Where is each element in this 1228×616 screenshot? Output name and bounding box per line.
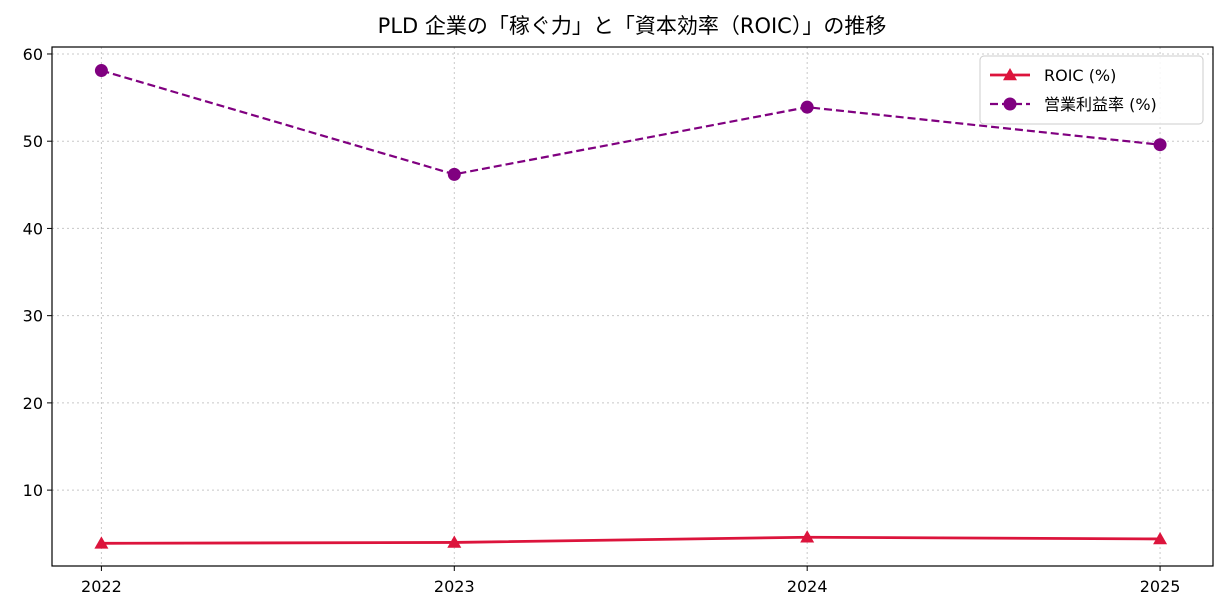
x-tick-label: 2024 bbox=[787, 577, 828, 596]
data-point bbox=[94, 536, 109, 549]
data-point bbox=[800, 530, 815, 543]
data-point bbox=[1153, 138, 1167, 152]
chart-title: PLD 企業の「稼ぐ力」と「資本効率（ROIC）」の推移 bbox=[378, 14, 887, 38]
series-line bbox=[101, 69, 1161, 176]
y-tick-label: 60 bbox=[23, 45, 43, 64]
legend-label: 営業利益率 (%) bbox=[1044, 95, 1157, 114]
data-point bbox=[800, 100, 814, 114]
x-tick-label: 2025 bbox=[1140, 577, 1181, 596]
y-tick-label: 20 bbox=[23, 394, 43, 413]
series-1 bbox=[94, 64, 1167, 181]
x-tick-label: 2022 bbox=[81, 577, 122, 596]
y-tick-label: 40 bbox=[23, 219, 43, 238]
y-tick-label: 50 bbox=[23, 132, 43, 151]
y-tick-label: 30 bbox=[23, 307, 43, 326]
series-layer bbox=[94, 64, 1168, 549]
grid bbox=[52, 47, 1213, 566]
y-tick-label: 10 bbox=[23, 481, 43, 500]
legend-entry: 営業利益率 (%) bbox=[990, 95, 1157, 114]
data-point bbox=[447, 167, 461, 181]
legend-label: ROIC (%) bbox=[1044, 66, 1116, 85]
series-line bbox=[101, 535, 1161, 545]
plot-area bbox=[51, 46, 1214, 567]
data-point bbox=[94, 64, 108, 78]
legend: ROIC (%) 営業利益率 (%) bbox=[979, 55, 1204, 125]
legend-marker bbox=[1003, 97, 1017, 111]
data-point bbox=[1153, 531, 1168, 545]
legend-entry: ROIC (%) bbox=[990, 66, 1116, 85]
series-0 bbox=[94, 530, 1168, 549]
data-point bbox=[447, 535, 462, 548]
x-tick-label: 2023 bbox=[434, 577, 475, 596]
legend-marker bbox=[1003, 68, 1017, 81]
axes: 2022 2023 2024 2025 10 20 30 40 50 60 bbox=[23, 45, 1181, 596]
legend-box bbox=[979, 55, 1204, 125]
